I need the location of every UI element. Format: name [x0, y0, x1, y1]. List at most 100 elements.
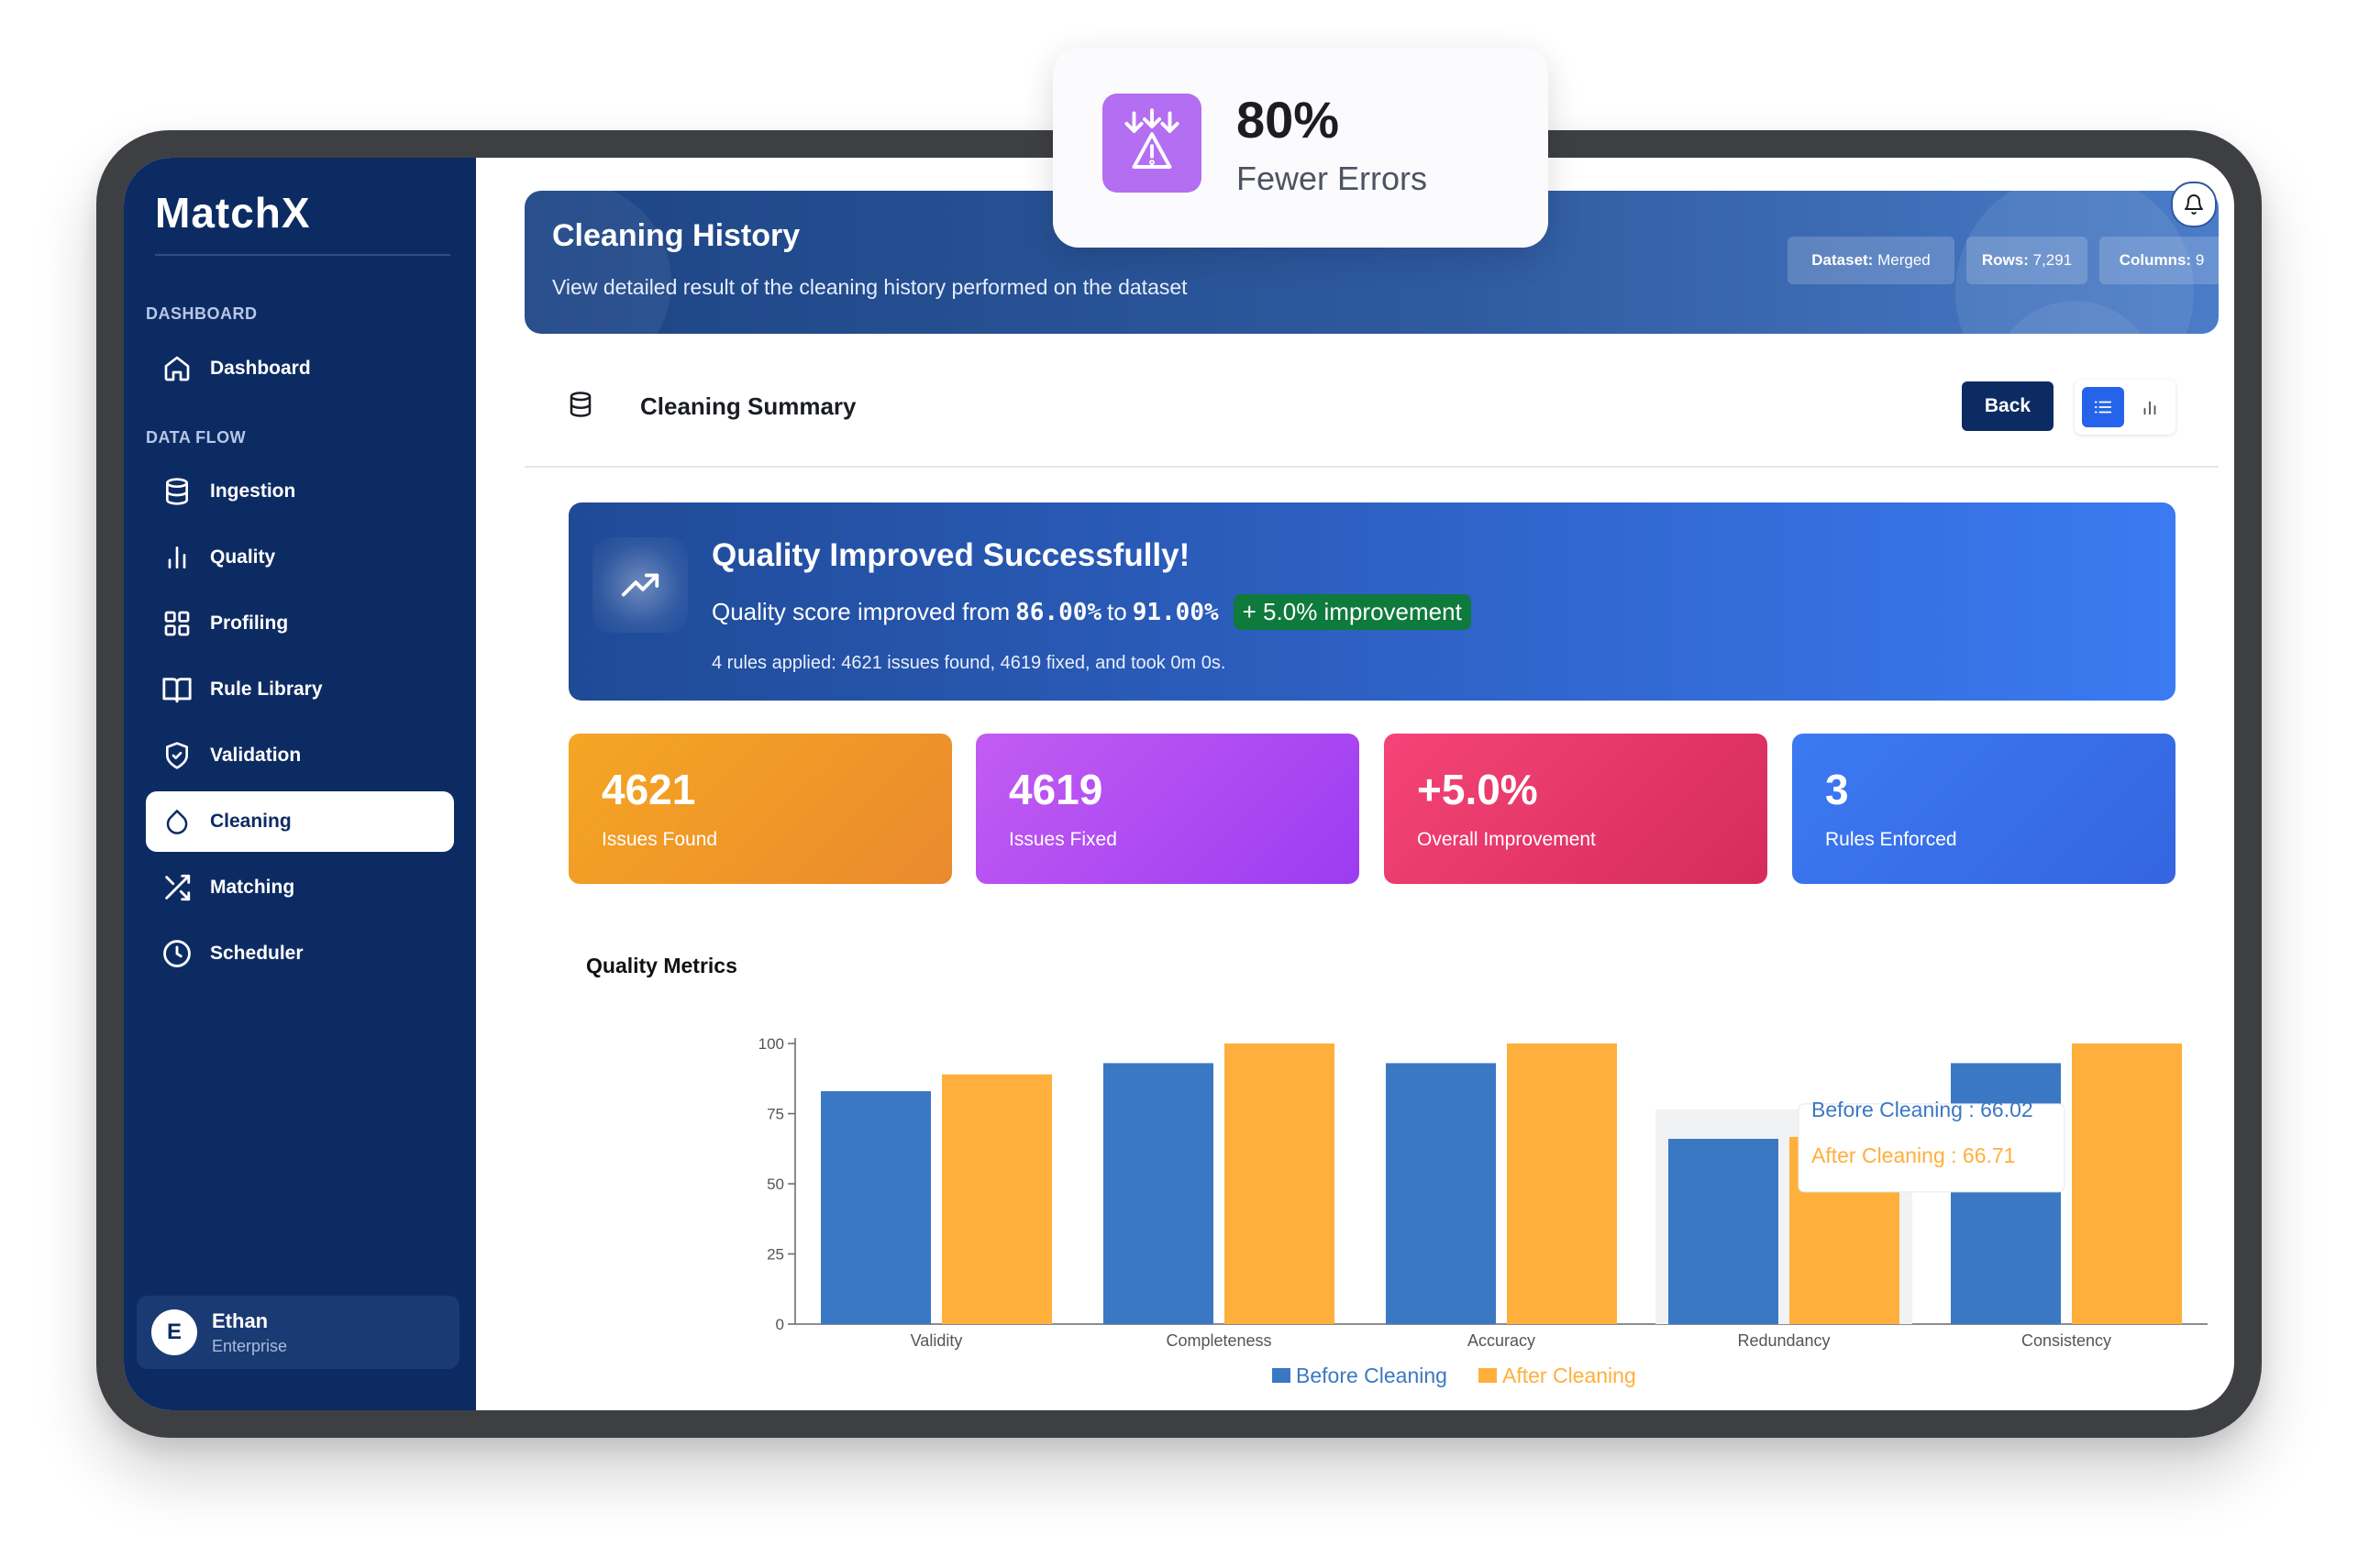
pill-value: 7,291: [2032, 251, 2073, 269]
decorative-circle: [525, 191, 671, 334]
pill-key: Dataset:: [1811, 251, 1874, 269]
y-tick-label: 50: [767, 1176, 784, 1193]
sidebar-item-matching[interactable]: Matching: [146, 857, 454, 918]
sidebar-item-label: Profiling: [210, 613, 289, 634]
legend-swatch: [1478, 1368, 1497, 1383]
pill-value: Merged: [1877, 251, 1931, 269]
sidebar-item-label: Rule Library: [210, 679, 323, 700]
sidebar-item-label: Quality: [210, 547, 276, 568]
sidebar: MatchX DASHBOARD Dashboard DATA FLOW Ing…: [124, 158, 476, 1410]
quality-success-banner: Quality Improved Successfully! Quality s…: [569, 502, 2175, 701]
rows-pill: Rows: 7,291: [1966, 237, 2087, 284]
grid-icon: [161, 607, 194, 640]
bar-before: [1668, 1138, 1778, 1324]
shuffle-icon: [161, 871, 194, 904]
sidebar-item-label: Scheduler: [210, 943, 304, 964]
page-subtitle: View detailed result of the cleaning his…: [552, 275, 1188, 299]
callout-value: 80%: [1236, 91, 1340, 149]
y-tick-label: 25: [767, 1246, 784, 1264]
sidebar-item-label: Cleaning: [210, 811, 292, 832]
shield-check-icon: [161, 739, 194, 772]
sidebar-item-scheduler[interactable]: Scheduler: [146, 923, 454, 984]
user-profile-card[interactable]: E Ethan Enterprise: [137, 1296, 459, 1369]
bar-after: [942, 1074, 1052, 1324]
book-icon: [161, 673, 194, 706]
avatar: E: [151, 1309, 197, 1355]
sidebar-item-ingestion[interactable]: Ingestion: [146, 461, 454, 522]
x-tick-label: Accuracy: [1467, 1331, 1535, 1350]
stat-label: Rules Enforced: [1825, 829, 1957, 850]
tooltip-before: Before Cleaning : 66.02: [1811, 1098, 2033, 1121]
bar-before: [1386, 1063, 1496, 1324]
legend-label: After Cleaning: [1502, 1364, 1636, 1387]
bar-chart-icon: [2143, 401, 2156, 415]
score-to-word: to: [1107, 598, 1127, 625]
bar-after: [1507, 1043, 1617, 1324]
banner-score-line: Quality score improved from 86.00% to 91…: [712, 594, 1471, 630]
user-plan: Enterprise: [212, 1336, 288, 1355]
user-name: Ethan: [212, 1309, 269, 1332]
notification-bell-button[interactable]: [2171, 182, 2217, 227]
app-logo[interactable]: MatchX: [155, 185, 311, 240]
dataset-pill: Dataset: Merged: [1788, 237, 1954, 284]
chart-title: Quality Metrics: [586, 954, 737, 977]
list-view-button[interactable]: [2082, 387, 2124, 427]
bar-before: [1103, 1063, 1213, 1324]
bar-before: [821, 1091, 931, 1324]
stat-label: Overall Improvement: [1417, 829, 1596, 850]
y-tick-label: 0: [776, 1316, 784, 1333]
view-toggle: [2075, 380, 2175, 435]
x-tick-label: Validity: [911, 1331, 963, 1350]
list-icon: [2094, 401, 2112, 414]
y-tick-label: 75: [767, 1106, 784, 1123]
score-to: 91.00%: [1132, 598, 1219, 626]
sidebar-item-dashboard[interactable]: Dashboard: [146, 338, 454, 399]
callout-label: Fewer Errors: [1236, 160, 1428, 197]
y-tick-label: 100: [758, 1035, 784, 1053]
logo-text: MatchX: [155, 189, 311, 237]
bell-icon: [2185, 194, 2203, 215]
sidebar-item-label: Validation: [210, 745, 302, 766]
x-tick-label: Redundancy: [1737, 1331, 1830, 1350]
sidebar-item-profiling[interactable]: Profiling: [146, 593, 454, 654]
back-button[interactable]: Back: [1962, 381, 2054, 431]
home-icon: [161, 352, 194, 385]
section-label-data-flow: DATA FLOW: [146, 428, 247, 447]
stat-card-issues-found: 4621 Issues Found: [569, 734, 952, 884]
pill-key: Rows:: [1981, 251, 2029, 269]
pill-value: 9: [2195, 251, 2205, 269]
legend-swatch: [1272, 1368, 1290, 1383]
sidebar-item-cleaning[interactable]: Cleaning: [146, 791, 454, 852]
bar-chart-icon: [161, 541, 194, 574]
stat-card-rules-enforced: 3 Rules Enforced: [1792, 734, 2175, 884]
bar-after: [1224, 1043, 1334, 1324]
database-icon: [161, 475, 194, 508]
chart-view-button[interactable]: [2130, 387, 2170, 427]
fewer-errors-callout: 80% Fewer Errors: [1053, 48, 1548, 248]
summary-header: Cleaning Summary Back: [525, 359, 2219, 468]
sidebar-item-validation[interactable]: Validation: [146, 725, 454, 786]
stat-value: 4621: [602, 766, 696, 813]
sidebar-item-quality[interactable]: Quality: [146, 527, 454, 588]
page-title: Cleaning History: [552, 218, 801, 253]
x-tick-label: Consistency: [2021, 1331, 2111, 1350]
sidebar-item-rule-library[interactable]: Rule Library: [146, 659, 454, 720]
stat-value: 3: [1825, 766, 1849, 813]
pill-key: Columns:: [2119, 251, 2192, 269]
database-icon: [567, 391, 594, 423]
section-title: Cleaning Summary: [640, 392, 857, 420]
columns-pill: Columns: 9: [2099, 237, 2219, 284]
score-from: 86.00%: [1015, 598, 1102, 626]
improvement-badge: + 5.0% improvement: [1233, 594, 1471, 630]
quality-metrics-chart: 0 25 50 75 100 Validity Completeness Accuracy Re…: [758, 1035, 2208, 1387]
sidebar-item-label: Ingestion: [210, 480, 296, 502]
sidebar-item-label: Dashboard: [210, 358, 311, 379]
decorative-circle: [1955, 191, 2194, 334]
tooltip-box: [1798, 1103, 2065, 1193]
sidebar-item-label: Matching: [210, 877, 295, 898]
banner-note: 4 rules applied: 4621 issues found, 4619…: [712, 653, 1226, 673]
score-prefix: Quality score improved from: [712, 598, 1011, 625]
stat-value: 4619: [1009, 766, 1103, 813]
bar-after: [2072, 1043, 2182, 1324]
sidebar-divider: [155, 254, 450, 256]
